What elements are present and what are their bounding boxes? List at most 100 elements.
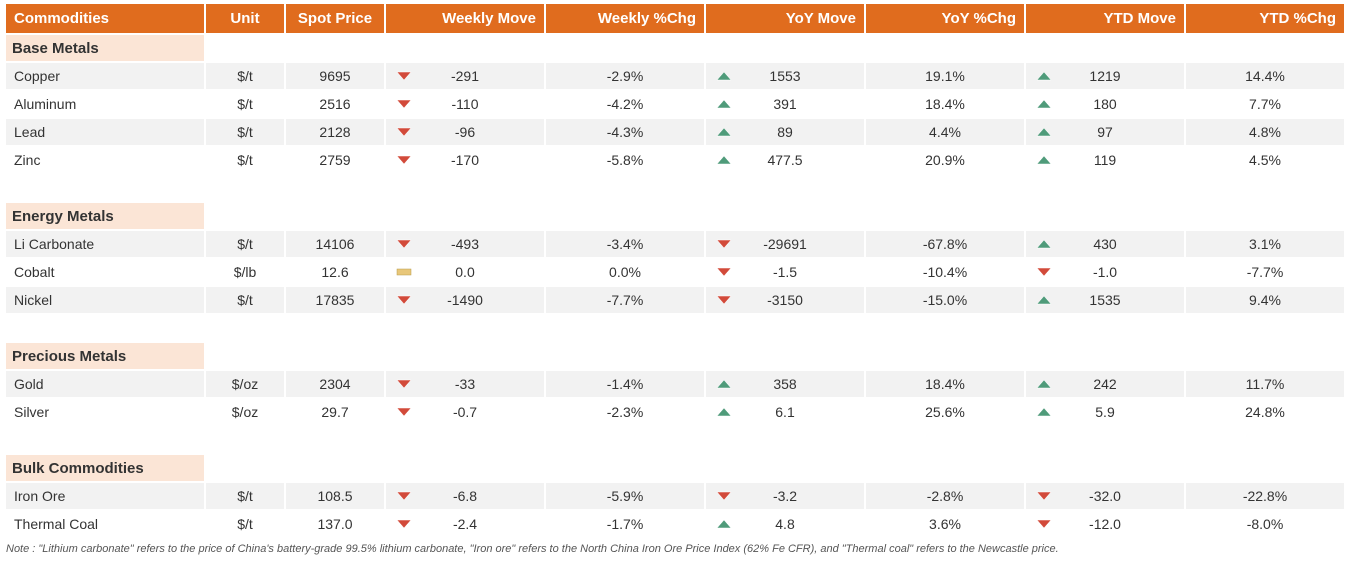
table-row: Gold$/oz2304-33-1.4%35818.4%24211.7% bbox=[5, 370, 1345, 398]
yoy-pct: 25.6% bbox=[865, 398, 1025, 426]
weekly-move: 0.0 bbox=[385, 258, 545, 286]
section-title: Energy Metals bbox=[5, 202, 205, 230]
weekly-pct: -4.3% bbox=[545, 118, 705, 146]
down-icon bbox=[716, 239, 732, 249]
unit: $/t bbox=[205, 90, 285, 118]
up-icon bbox=[1036, 127, 1052, 137]
down-icon bbox=[1036, 519, 1052, 529]
ytd-move: -1.0 bbox=[1025, 258, 1185, 286]
weekly-move: -1490 bbox=[385, 286, 545, 314]
weekly-move: -33 bbox=[385, 370, 545, 398]
section-row: Precious Metals bbox=[5, 342, 1345, 370]
spot-price: 137.0 bbox=[285, 510, 385, 538]
spot-price: 2516 bbox=[285, 90, 385, 118]
down-icon bbox=[396, 155, 412, 165]
section-row: Base Metals bbox=[5, 34, 1345, 62]
up-icon bbox=[716, 379, 732, 389]
up-icon bbox=[1036, 71, 1052, 81]
yoy-pct: -10.4% bbox=[865, 258, 1025, 286]
ytd-pct: 7.7% bbox=[1185, 90, 1345, 118]
down-icon bbox=[396, 71, 412, 81]
yoy-move: -3.2 bbox=[705, 482, 865, 510]
col-header: YTD %Chg bbox=[1185, 4, 1345, 34]
ytd-move: 242 bbox=[1025, 370, 1185, 398]
section-title: Precious Metals bbox=[5, 342, 205, 370]
spot-price: 2304 bbox=[285, 370, 385, 398]
unit: $/t bbox=[205, 230, 285, 258]
spacer-row bbox=[5, 426, 1345, 454]
spot-price: 17835 bbox=[285, 286, 385, 314]
weekly-pct: -5.8% bbox=[545, 146, 705, 174]
spot-price: 12.6 bbox=[285, 258, 385, 286]
yoy-pct: -15.0% bbox=[865, 286, 1025, 314]
weekly-pct: 0.0% bbox=[545, 258, 705, 286]
up-icon bbox=[1036, 239, 1052, 249]
table-row: Cobalt$/lb12.60.00.0%-1.5-10.4%-1.0-7.7% bbox=[5, 258, 1345, 286]
ytd-move: -12.0 bbox=[1025, 510, 1185, 538]
weekly-move: -493 bbox=[385, 230, 545, 258]
up-icon bbox=[716, 71, 732, 81]
ytd-move: 5.9 bbox=[1025, 398, 1185, 426]
spacer-row bbox=[5, 174, 1345, 202]
weekly-move: -6.8 bbox=[385, 482, 545, 510]
ytd-pct: 4.8% bbox=[1185, 118, 1345, 146]
weekly-pct: -1.4% bbox=[545, 370, 705, 398]
down-icon bbox=[396, 239, 412, 249]
down-icon bbox=[1036, 491, 1052, 501]
weekly-pct: -2.3% bbox=[545, 398, 705, 426]
up-icon bbox=[716, 155, 732, 165]
yoy-move: 358 bbox=[705, 370, 865, 398]
col-header: Commodities bbox=[5, 4, 205, 34]
up-icon bbox=[716, 99, 732, 109]
yoy-pct: 3.6% bbox=[865, 510, 1025, 538]
up-icon bbox=[1036, 407, 1052, 417]
down-icon bbox=[396, 519, 412, 529]
ytd-pct: 9.4% bbox=[1185, 286, 1345, 314]
yoy-pct: 18.4% bbox=[865, 370, 1025, 398]
down-icon bbox=[716, 295, 732, 305]
down-icon bbox=[396, 99, 412, 109]
up-icon bbox=[1036, 99, 1052, 109]
down-icon bbox=[396, 295, 412, 305]
col-header: YoY Move bbox=[705, 4, 865, 34]
table-row: Copper$/t9695-291-2.9%155319.1%121914.4% bbox=[5, 62, 1345, 90]
commodity-name: Copper bbox=[5, 62, 205, 90]
table-row: Zinc$/t2759-170-5.8%477.520.9%1194.5% bbox=[5, 146, 1345, 174]
spot-price: 108.5 bbox=[285, 482, 385, 510]
spacer-row bbox=[5, 314, 1345, 342]
weekly-pct: -3.4% bbox=[545, 230, 705, 258]
down-icon bbox=[716, 267, 732, 277]
ytd-pct: -22.8% bbox=[1185, 482, 1345, 510]
section-row: Energy Metals bbox=[5, 202, 1345, 230]
section-row: Bulk Commodities bbox=[5, 454, 1345, 482]
ytd-move: -32.0 bbox=[1025, 482, 1185, 510]
yoy-pct: 4.4% bbox=[865, 118, 1025, 146]
weekly-move: -96 bbox=[385, 118, 545, 146]
up-icon bbox=[716, 127, 732, 137]
weekly-move: -2.4 bbox=[385, 510, 545, 538]
ytd-pct: -7.7% bbox=[1185, 258, 1345, 286]
spot-price: 14106 bbox=[285, 230, 385, 258]
ytd-pct: 14.4% bbox=[1185, 62, 1345, 90]
unit: $/t bbox=[205, 62, 285, 90]
down-icon bbox=[396, 491, 412, 501]
yoy-move: 89 bbox=[705, 118, 865, 146]
weekly-pct: -5.9% bbox=[545, 482, 705, 510]
col-header: Weekly %Chg bbox=[545, 4, 705, 34]
ytd-move: 430 bbox=[1025, 230, 1185, 258]
weekly-pct: -7.7% bbox=[545, 286, 705, 314]
yoy-move: -3150 bbox=[705, 286, 865, 314]
up-icon bbox=[716, 407, 732, 417]
yoy-pct: 18.4% bbox=[865, 90, 1025, 118]
unit: $/lb bbox=[205, 258, 285, 286]
yoy-move: 6.1 bbox=[705, 398, 865, 426]
ytd-pct: 3.1% bbox=[1185, 230, 1345, 258]
down-icon bbox=[396, 379, 412, 389]
yoy-move: 391 bbox=[705, 90, 865, 118]
commodity-name: Nickel bbox=[5, 286, 205, 314]
table-header-row: CommoditiesUnitSpot PriceWeekly MoveWeek… bbox=[5, 4, 1345, 34]
col-header: Weekly Move bbox=[385, 4, 545, 34]
commodity-name: Zinc bbox=[5, 146, 205, 174]
ytd-pct: 11.7% bbox=[1185, 370, 1345, 398]
up-icon bbox=[716, 519, 732, 529]
